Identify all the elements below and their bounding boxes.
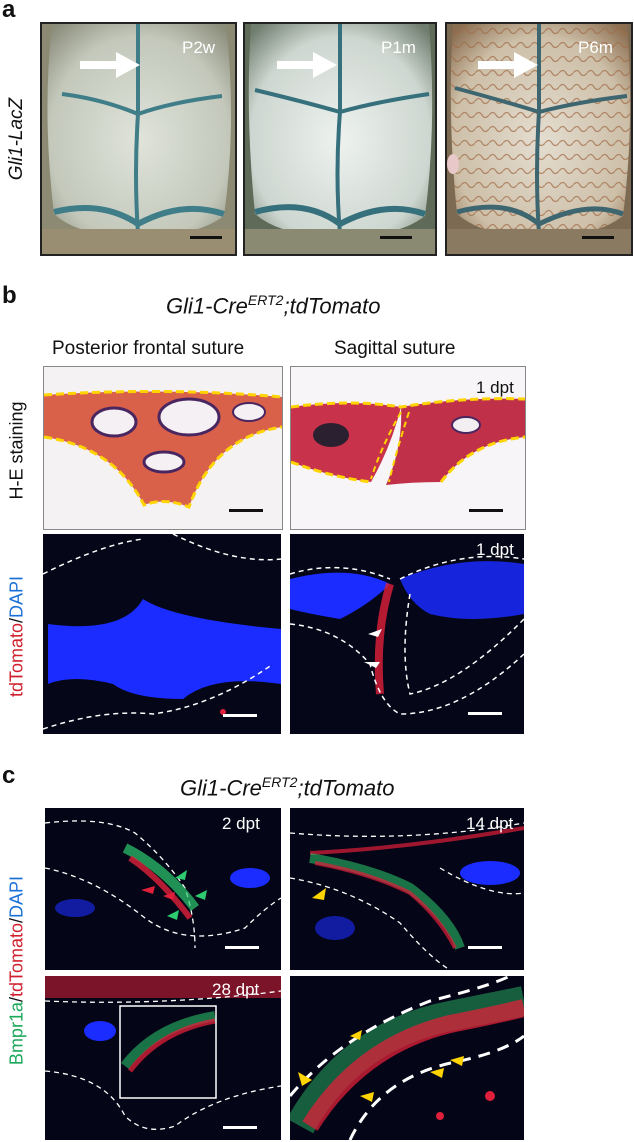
panel-c-title: Gli1-CreERT2;tdTomato (180, 774, 395, 801)
lacz-image-p2w (40, 22, 237, 256)
age-label-p2w: P2w (182, 38, 216, 57)
timepoint-label-28dpt: 28 dpt (212, 980, 260, 999)
row-label-tdtomato-dapi: tdTomato/DAPI (6, 575, 27, 698)
fluor-image-14dpt (290, 808, 524, 970)
column-header-sagittal: Sagittal suture (334, 338, 456, 359)
fluor-image-2dpt (45, 808, 281, 970)
age-label-p6m: P6m (578, 38, 613, 57)
timepoint-label-2dpt: 2 dpt (222, 814, 260, 833)
scale-bar (190, 236, 222, 239)
timepoint-label-14dpt: 14 dpt (466, 814, 514, 833)
white-arrow-icon (80, 52, 140, 83)
row-label-he-staining: H-E staining (6, 401, 27, 500)
fluor-image-28dpt (45, 976, 281, 1140)
panel-c-letter: c (2, 762, 16, 789)
panel-a-row-label: Gli1-LacZ (6, 97, 27, 181)
row-label-bmpr1a-tdtomato-dapi: Bmpr1a/tdTomato/DAPI (6, 875, 27, 1066)
panel-b-letter: b (2, 282, 17, 309)
timepoint-label: 1 dpt (476, 378, 514, 397)
age-label-p1m: P1m (381, 38, 416, 57)
white-arrow-icon (478, 52, 538, 83)
lacz-image-p1m (243, 22, 437, 256)
he-image-sagittal (290, 366, 526, 530)
fluor-image-zoom (290, 976, 524, 1140)
panel-b-title: Gli1-CreERT2;tdTomato (166, 292, 381, 319)
scale-bar (582, 236, 614, 239)
lacz-image-p6m (445, 22, 633, 256)
white-arrow-icon (277, 52, 337, 83)
fluor-image-sagittal (290, 534, 524, 734)
timepoint-label: 1 dpt (476, 540, 514, 559)
column-header-posterior-frontal: Posterior frontal suture (52, 338, 245, 359)
panel-a-letter: a (2, 0, 16, 23)
fluor-image-posterior-frontal (43, 534, 281, 734)
scale-bar (380, 236, 412, 239)
he-image-posterior-frontal (43, 366, 283, 530)
